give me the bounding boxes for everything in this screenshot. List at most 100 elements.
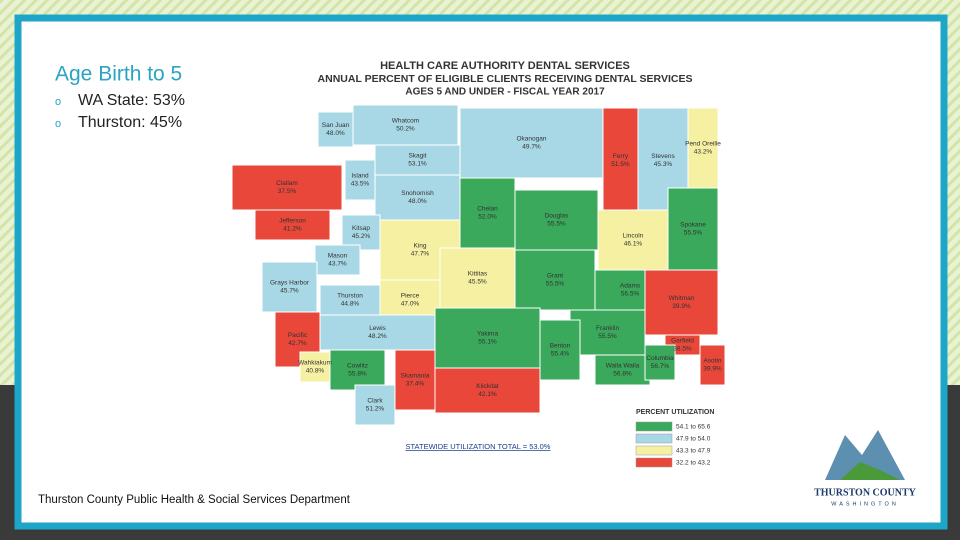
county-name: Grays Harbor: [270, 280, 310, 287]
county-name: Douglas: [545, 213, 570, 220]
map-title: ANNUAL PERCENT OF ELIGIBLE CLIENTS RECEI…: [318, 73, 693, 85]
county-value: 43.7%: [328, 261, 347, 268]
legend-label: 32.2 to 43.2: [676, 460, 711, 467]
logo-sub: WASHINGTON: [831, 501, 899, 507]
county-name: Adams: [620, 283, 641, 290]
county-value: 47.0%: [401, 301, 420, 308]
county-value: 55.1%: [478, 339, 497, 346]
county-name: Franklin: [596, 325, 620, 332]
county-name: Whitman: [669, 295, 695, 302]
county-value: 55.8%: [348, 371, 367, 378]
county-value: 47.7%: [411, 251, 430, 258]
county-value: 42.7%: [288, 340, 307, 347]
county: [341, 214, 381, 251]
legend-swatch: [635, 445, 673, 456]
map-title: HEALTH CARE AUTHORITY DENTAL SERVICES: [380, 60, 630, 72]
county: [319, 284, 381, 316]
map-title: AGES 5 AND UNDER - FISCAL YEAR 2017: [405, 87, 605, 98]
county-value: 52.0%: [478, 214, 497, 221]
county: [314, 244, 361, 276]
slide-title: Age Birth to 5: [55, 63, 182, 86]
legend-label: 54.1 to 65.6: [676, 424, 711, 431]
county-value: 37.4%: [406, 381, 425, 388]
county-name: Island: [351, 173, 369, 180]
county: [354, 384, 396, 426]
county-value: 48.0%: [408, 198, 427, 205]
county-value: 45.5%: [468, 279, 487, 286]
county-name: Pend Oreille: [685, 141, 721, 148]
county: [352, 104, 459, 146]
legend: PERCENT UTILIZATION 54.1 to 65.6 47.9 to …: [635, 409, 714, 468]
county-name: Jefferson: [279, 218, 306, 225]
county-value: 45.2%: [352, 233, 371, 240]
county: [594, 354, 651, 386]
bullet: WA State: 53%: [78, 92, 185, 109]
legend-label: 43.3 to 47.9: [676, 448, 711, 455]
county-value: 39.9%: [672, 303, 691, 310]
county: [374, 144, 461, 176]
county: [644, 344, 676, 381]
county-value: 55.4%: [551, 351, 570, 358]
county-value: 42.1%: [478, 391, 497, 398]
county-name: Clark: [367, 398, 383, 405]
county-value: 43.5%: [351, 181, 370, 188]
county-value: 48.0%: [326, 130, 345, 137]
county-value: 37.5%: [278, 188, 297, 195]
county-name: Grant: [547, 273, 563, 280]
legend-label: 47.9 to 54.0: [676, 436, 711, 443]
county: [254, 209, 331, 241]
county-name: King: [413, 243, 426, 250]
county-name: Garfield: [671, 338, 694, 345]
county: [434, 367, 541, 414]
county-name: San Juan: [322, 122, 350, 129]
county-value: 48.2%: [368, 333, 387, 340]
legend-swatch: [635, 433, 673, 444]
county-value: 55.5%: [546, 281, 565, 288]
county-value: 55.5%: [547, 221, 566, 228]
bullet-mark: o: [55, 118, 61, 130]
logo-hill: [840, 462, 900, 480]
bullet: Thurston: 45%: [78, 114, 182, 131]
logo: THURSTON COUNTY WASHINGTON: [814, 430, 917, 507]
county-value: 56.5%: [621, 291, 640, 298]
county: [539, 319, 581, 381]
county-name: Spokane: [680, 222, 706, 229]
county: [602, 107, 639, 214]
county: [514, 249, 596, 311]
county-name: Clallam: [276, 180, 298, 187]
county-name: Thurston: [337, 293, 363, 300]
county: [344, 159, 376, 201]
frame: [14, 14, 948, 530]
county-value: 50.2%: [396, 126, 415, 133]
county-value: 53.1%: [408, 161, 427, 168]
county-name: Okanogan: [517, 136, 547, 143]
county-name: Wahkiakum: [298, 360, 332, 367]
county-name: Lewis: [369, 325, 386, 332]
county-value: 51.5%: [611, 161, 630, 168]
county-name: Benton: [550, 343, 571, 350]
county-value: 40.8%: [306, 368, 325, 375]
county-name: Snohomish: [401, 190, 434, 197]
county-name: Kittitas: [468, 271, 488, 278]
county: [261, 261, 318, 313]
county-name: Mason: [328, 253, 348, 260]
county-name: Cowlitz: [347, 363, 368, 370]
county: [374, 174, 461, 221]
county-value: 51.2%: [366, 406, 385, 413]
county-name: Asotin: [703, 358, 721, 365]
county: [569, 309, 646, 356]
county: [459, 177, 516, 249]
county-value: 49.7%: [522, 144, 541, 151]
county-name: Stevens: [651, 153, 675, 160]
county-value: 55.5%: [684, 230, 703, 237]
county: [644, 269, 719, 336]
county-name: Chelan: [477, 206, 498, 213]
legend-title: PERCENT UTILIZATION: [636, 409, 714, 416]
footer: Thurston County Public Health & Social S…: [38, 494, 351, 506]
legend-swatch: [635, 421, 673, 432]
county-value: 39.9%: [703, 366, 722, 373]
county-value: 38.5%: [673, 346, 692, 353]
map: San Juan48.0%Whatcom50.2%Okanogan49.7%Fe…: [231, 104, 726, 426]
logo-mountain: [825, 430, 905, 480]
